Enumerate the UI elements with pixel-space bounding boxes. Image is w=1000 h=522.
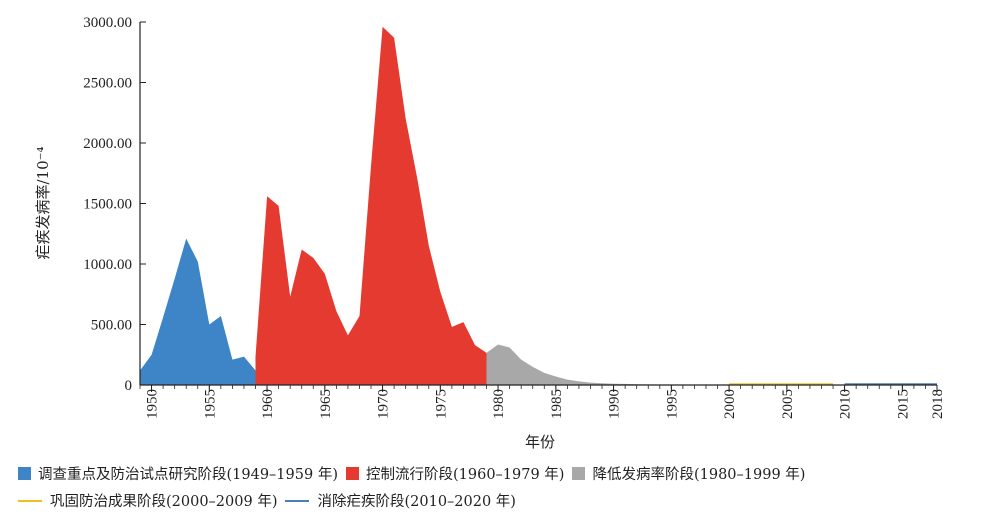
y-tick-label: 3000.00 xyxy=(83,15,132,31)
legend-label-reduction-stage: 降低发病率阶段(1980–1999 年) xyxy=(592,467,806,483)
legend-swatch-control-stage xyxy=(345,467,359,480)
y-tick-label: 2000.00 xyxy=(83,136,132,152)
y-axis-title: 疟疾发病率/10⁻⁴ xyxy=(34,146,52,259)
x-tick-label: 2000 xyxy=(722,389,738,419)
x-tick-label: 1950 xyxy=(145,389,161,419)
legend-item-survey-stage: 调查重点及防治试点研究阶段(1949–1959 年) xyxy=(18,463,338,484)
legend-item-control-stage: 控制流行阶段(1960–1979 年) xyxy=(345,463,565,484)
y-tick-label: 0 xyxy=(125,378,133,394)
legend-swatch-consolidation-stage xyxy=(18,499,42,502)
y-tick-label: 1500.00 xyxy=(83,197,132,213)
legend-item-elimination-stage: 消除疟疾阶段(2010–2020 年) xyxy=(285,490,516,511)
series-area-survey-stage xyxy=(140,238,268,385)
legend-row-1: 调查重点及防治试点研究阶段(1949–1959 年) 控制流行阶段(1960–1… xyxy=(18,460,993,487)
axis-layer xyxy=(139,21,938,392)
x-tick-label: 1970 xyxy=(376,389,392,419)
y-tick-label: 500.00 xyxy=(91,318,132,334)
incidence-area-chart: 0 500.00 1000.00 1500.00 2000.00 2500.00 3000.… xyxy=(34,15,946,451)
legend-label-elimination-stage: 消除疟疾阶段(2010–2020 年) xyxy=(317,494,516,510)
x-tick-label: 1975 xyxy=(433,389,449,419)
legend-swatch-survey-stage xyxy=(18,467,31,480)
chart-legend: 调查重点及防治试点研究阶段(1949–1959 年) 控制流行阶段(1960–1… xyxy=(18,460,993,514)
tick-label-layer: 0 500.00 1000.00 1500.00 2000.00 2500.00 3000.… xyxy=(83,15,946,419)
x-tick-label: 1995 xyxy=(664,389,680,419)
x-tick-label: 2018 xyxy=(930,389,946,419)
legend-swatch-reduction-stage xyxy=(572,467,586,480)
x-tick-label: 2015 xyxy=(895,389,911,419)
x-tick-label: 1960 xyxy=(260,389,276,419)
legend-item-reduction-stage: 降低发病率阶段(1980–1999 年) xyxy=(572,463,805,484)
x-tick-label: 1985 xyxy=(549,389,565,419)
x-tick-label: 1990 xyxy=(607,389,623,419)
y-tick-label: 2500.00 xyxy=(83,76,132,92)
legend-item-consolidation-stage: 巩固防治成果阶段(2000–2009 年) xyxy=(18,490,277,511)
y-tick-label: 1000.00 xyxy=(83,257,132,273)
legend-row-2: 巩固防治成果阶段(2000–2009 年) 消除疟疾阶段(2010–2020 年… xyxy=(18,487,993,514)
legend-label-survey-stage: 调查重点及防治试点研究阶段(1949–1959 年) xyxy=(38,467,338,483)
x-tick-label: 2005 xyxy=(780,389,796,419)
legend-label-control-stage: 控制流行阶段(1960–1979 年) xyxy=(365,467,565,483)
series-area-reduction-stage xyxy=(486,344,718,385)
x-tick-label: 1955 xyxy=(202,389,218,419)
x-tick-label: 1980 xyxy=(491,389,507,419)
series-layer xyxy=(140,26,937,386)
series-area-control-stage xyxy=(255,26,499,386)
legend-label-consolidation-stage: 巩固防治成果阶段(2000–2009 年) xyxy=(50,494,278,510)
legend-swatch-elimination-stage xyxy=(285,499,310,502)
x-tick-label: 1965 xyxy=(318,389,334,419)
x-tick-label: 2010 xyxy=(838,389,854,419)
x-axis-title: 年份 xyxy=(525,433,555,451)
